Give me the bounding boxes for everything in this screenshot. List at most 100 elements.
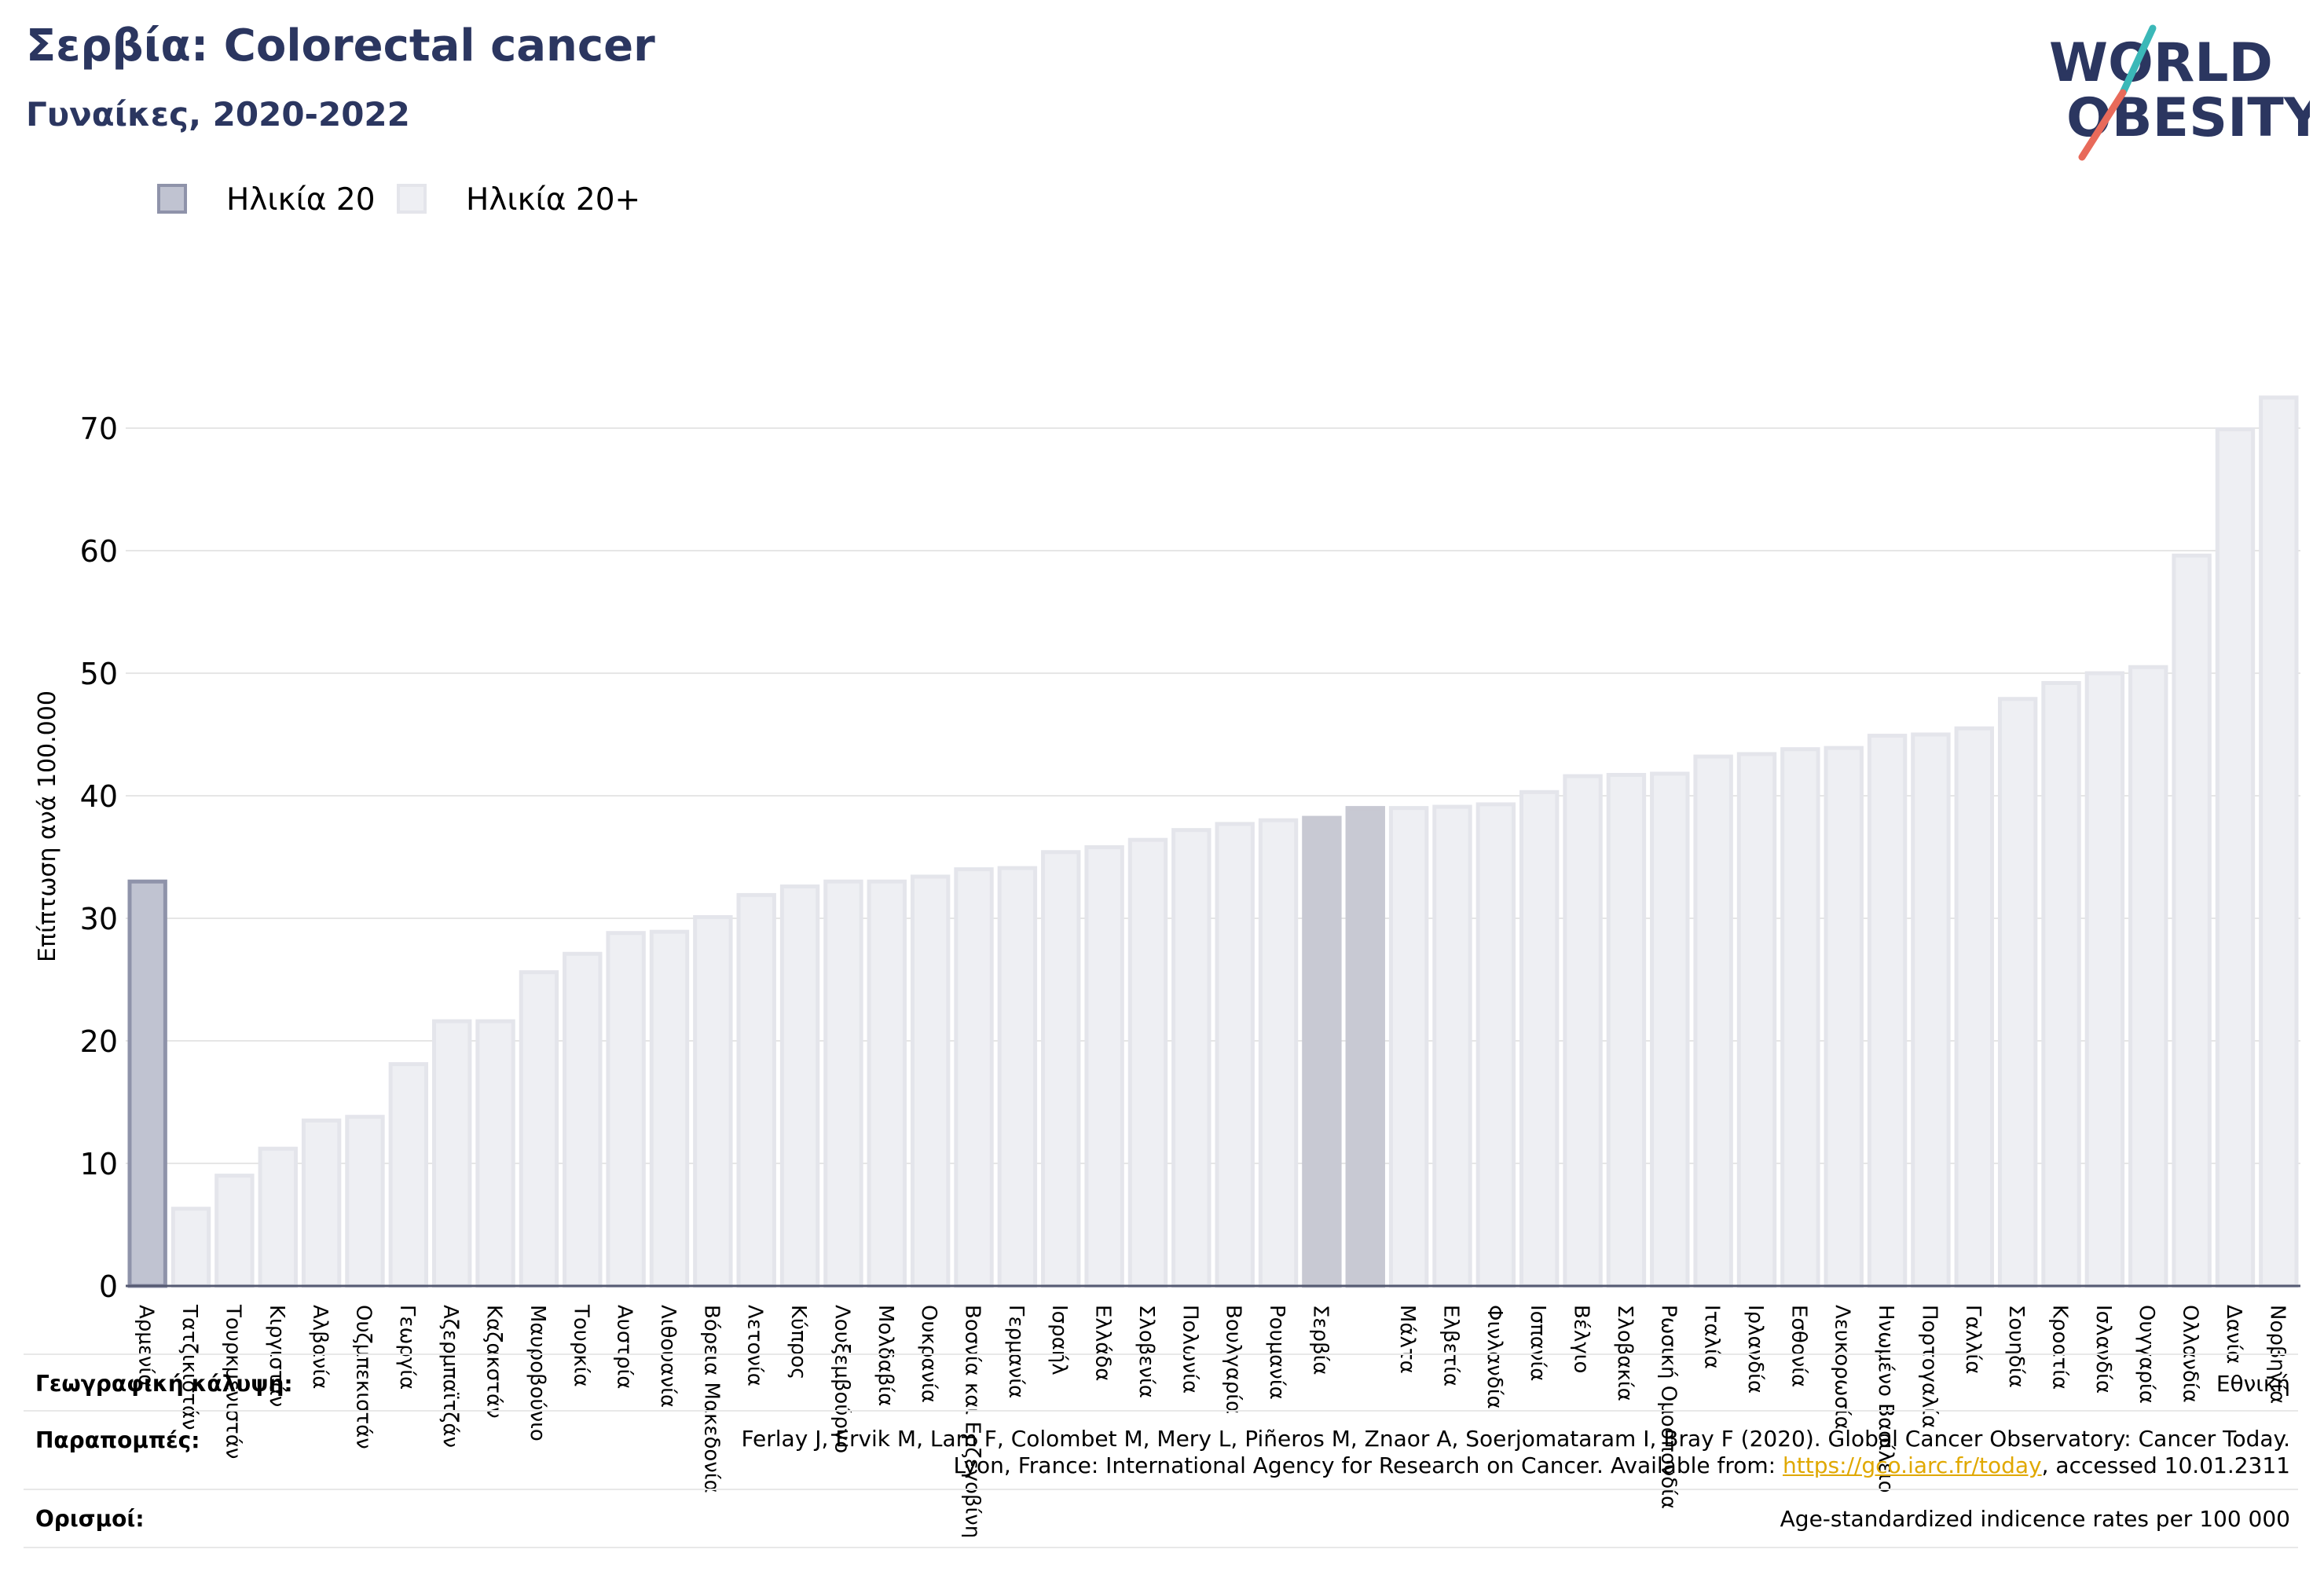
bar <box>997 866 1038 1288</box>
y-axis-label: Επίπτωση ανά 100.000 <box>34 690 61 962</box>
bar <box>170 1207 211 1288</box>
legend-label-age-20-plus: Ηλικία 20+ <box>466 182 641 218</box>
footer-row-coverage: Γεωγραφική κάλυψη: Εθνική <box>24 1353 2298 1412</box>
x-tick-label: Βέλγιο <box>1570 1305 1593 1373</box>
x-tick-label: Εσθονία <box>1787 1305 1810 1387</box>
x-tick-label: Σουηδία <box>2004 1305 2028 1388</box>
bar <box>2084 671 2125 1288</box>
bar <box>2259 395 2299 1288</box>
x-tick-label: Γαλλία <box>1961 1305 1985 1374</box>
y-tick-label: 10 <box>80 1147 118 1181</box>
bar <box>519 970 559 1288</box>
bar <box>1563 774 1603 1288</box>
bar <box>1432 804 1472 1288</box>
x-tick-label: Ρωσική Ομοσπονδία <box>1656 1305 1680 1509</box>
bar <box>693 914 733 1288</box>
coverage-label: Γεωγραφική κάλυψη: <box>35 1371 293 1397</box>
bar <box>345 1115 385 1288</box>
references-value: Ferlay J, Ervik M, Lam F, Colombet M, Me… <box>741 1426 2290 1479</box>
bar <box>1127 837 1168 1288</box>
x-tick-label: Σλοβακία <box>1613 1305 1637 1401</box>
y-tick-label: 70 <box>80 412 118 446</box>
definitions-value: Age-standardized indicence rates per 100… <box>1780 1506 2290 1532</box>
page-title: Σερβία: Colorectal cancer <box>26 20 655 71</box>
bar <box>954 867 994 1288</box>
y-tick-label: 40 <box>80 779 118 814</box>
x-tick-label: Αρμενία <box>134 1305 158 1387</box>
x-tick-label: Αυστρία <box>613 1305 636 1389</box>
x-tick-label: Λετονία <box>743 1305 767 1386</box>
x-tick-label: Ελβετία <box>1439 1305 1462 1386</box>
x-tick-label: Τουρκμενιστάν <box>221 1304 244 1459</box>
bar <box>127 879 167 1288</box>
x-tick-label: Κιργιστάν <box>265 1305 288 1407</box>
x-tick-label: Λιθουανία <box>656 1305 680 1408</box>
y-tick-label: 30 <box>80 902 118 936</box>
bar <box>736 892 776 1288</box>
x-tick-label: Βουλγαρία <box>1222 1305 1245 1414</box>
bar <box>432 1019 472 1288</box>
bar <box>823 879 863 1288</box>
bar <box>301 1118 342 1288</box>
bar <box>2215 427 2256 1288</box>
bar <box>1824 745 1864 1288</box>
references-link[interactable]: https://gco.iarc.fr/today <box>1783 1452 2042 1478</box>
bar <box>1867 734 1908 1288</box>
x-tick-label: Τατζικιστάν <box>178 1304 201 1430</box>
references-label: Παραπομπές: <box>35 1427 200 1453</box>
bar <box>1302 815 1342 1288</box>
legend-swatch-age-20-plus <box>397 184 427 214</box>
x-tick-label: Καζακστάν <box>482 1305 506 1419</box>
x-tick-label: Ελλάδα <box>1091 1305 1115 1381</box>
bar <box>1736 752 1777 1288</box>
x-tick-label: Λουξεμβούργο <box>830 1305 853 1453</box>
bar <box>1475 802 1516 1288</box>
references-line2-post: , accessed 10.01.2311 <box>2041 1452 2290 1478</box>
bar <box>1519 789 1560 1288</box>
bar <box>1258 818 1299 1288</box>
bar <box>1171 828 1211 1288</box>
x-tick-label: Τουρκία <box>569 1304 592 1387</box>
bar <box>1084 845 1124 1288</box>
logo-line1: WORLD <box>2049 32 2273 94</box>
world-obesity-logo: WORLD OBESITY <box>2049 24 2310 161</box>
x-tick-label: Ισπανία <box>1526 1305 1549 1381</box>
references-line1: Ferlay J, Ervik M, Lam F, Colombet M, Me… <box>741 1426 2290 1452</box>
bar <box>1388 806 1429 1288</box>
footer-row-references: Παραπομπές: Ferlay J, Ervik M, Lam F, Co… <box>24 1410 2298 1490</box>
legend-label-age-20: Ηλικία 20 <box>226 182 376 218</box>
x-tick-label: Μάλτα <box>1395 1305 1419 1374</box>
bar <box>910 874 951 1288</box>
x-tick-label: Ρουμανία <box>1265 1305 1288 1400</box>
y-tick-label: 60 <box>80 534 118 569</box>
bar <box>606 931 646 1288</box>
logo-stroke-coral <box>2078 89 2127 161</box>
x-tick-label: Φινλανδία <box>1483 1305 1506 1409</box>
logo-stroke-teal <box>2119 24 2157 97</box>
x-tick-label: Γερμανία <box>1004 1305 1028 1398</box>
x-tick-label: Κροατία <box>2048 1305 2072 1390</box>
bar <box>475 1019 515 1288</box>
bar <box>563 951 603 1288</box>
bar <box>1954 726 1994 1288</box>
bar <box>649 929 690 1288</box>
bar <box>1345 806 1385 1288</box>
x-tick-label: Ισλανδία <box>2091 1305 2115 1394</box>
x-tick-label: Βοσνία και Ερζεγοβίνη <box>961 1305 984 1538</box>
bar <box>214 1174 255 1288</box>
bar <box>867 879 907 1288</box>
bar <box>2128 665 2168 1288</box>
bar <box>1997 697 2038 1288</box>
y-tick-label: 0 <box>99 1269 118 1304</box>
x-tick-label: Ισραήλ <box>1047 1305 1071 1375</box>
x-tick-label: Πολωνία <box>1178 1305 1201 1394</box>
references-line2-pre: Lyon, France: International Agency for R… <box>953 1452 1783 1478</box>
legend-swatch-age-20 <box>157 184 187 214</box>
x-tick-label: Κύπρος <box>786 1305 810 1379</box>
x-tick-label: Σλοβενία <box>1135 1305 1158 1398</box>
x-tick-label: Μολδαβία <box>874 1305 897 1406</box>
bar <box>2172 553 2212 1288</box>
definitions-label: Ορισμοί: <box>35 1506 145 1532</box>
x-tick-label: Αλβανία <box>308 1305 332 1389</box>
